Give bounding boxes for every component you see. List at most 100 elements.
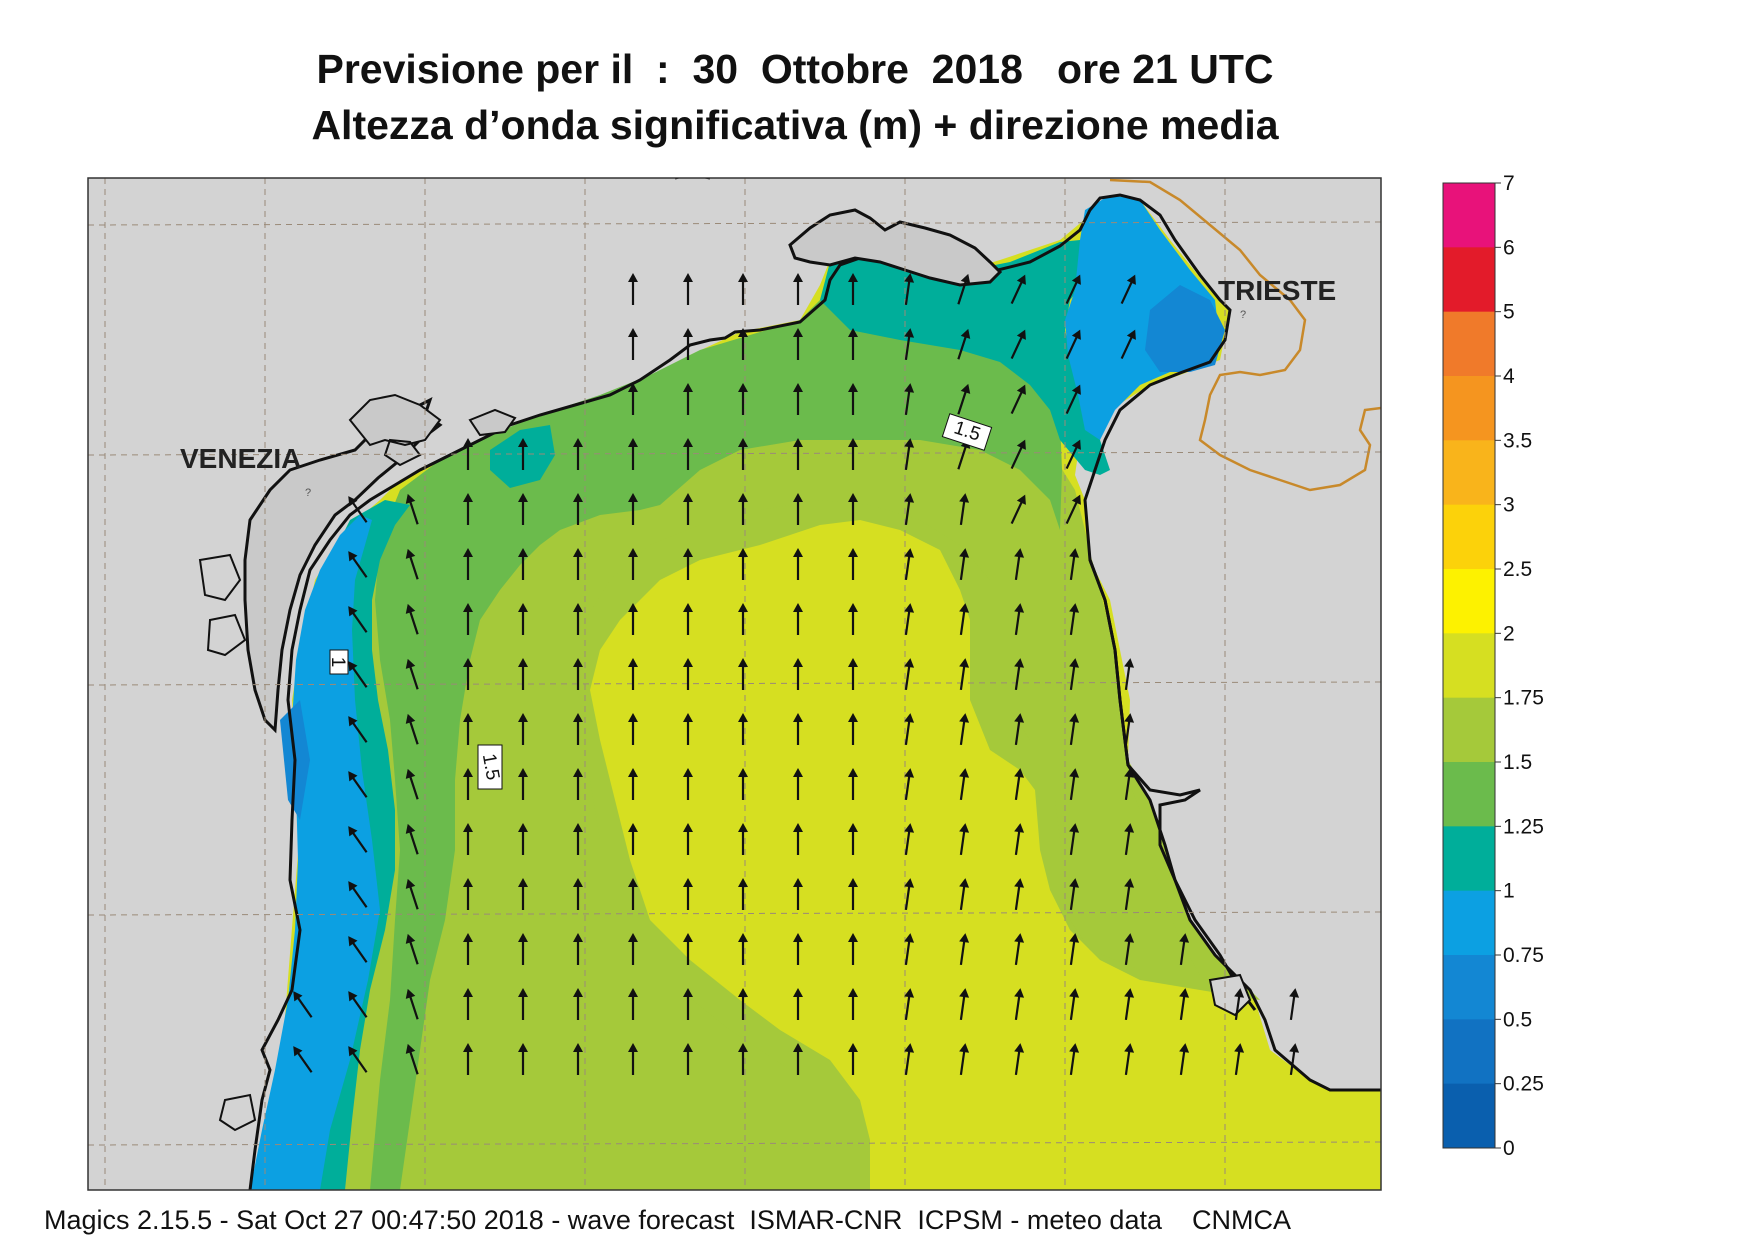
direction-arrow <box>463 713 473 745</box>
direction-arrow <box>959 768 970 801</box>
direction-arrow <box>1124 768 1135 801</box>
direction-arrow <box>1124 878 1135 911</box>
direction-arrow <box>405 823 419 855</box>
direction-arrow <box>738 548 748 580</box>
contour-label-text: 1.5 <box>478 752 503 782</box>
direction-arrow <box>573 878 583 910</box>
direction-arrow <box>463 768 473 800</box>
direction-arrow <box>463 878 473 910</box>
direction-arrow <box>959 823 970 856</box>
direction-arrow <box>348 716 368 743</box>
contour-label-text: 1 <box>327 657 348 668</box>
colorbar-swatch <box>1443 376 1495 441</box>
direction-arrow <box>683 823 693 855</box>
colorbar-swatch <box>1443 1019 1495 1085</box>
direction-arrow <box>405 933 419 965</box>
direction-arrow <box>683 328 693 360</box>
direction-arrow <box>348 771 368 798</box>
direction-arrow <box>348 1046 368 1073</box>
colorbar: 7 6 5 4 3.5 3 2.5 2 1.75 1.5 1.25 1 0.75 0.5 0.25 0 <box>1442 172 1544 1160</box>
direction-arrow <box>518 438 528 470</box>
direction-arrow <box>348 496 368 523</box>
city-label-venezia: VENEZIA <box>180 443 301 474</box>
direction-arrow <box>683 933 693 965</box>
istria-island <box>1208 973 1252 1017</box>
venice-islands <box>348 393 517 467</box>
direction-arrow <box>348 606 368 633</box>
direction-arrow <box>848 823 858 855</box>
direction-arrow <box>518 658 528 690</box>
map-area: 1 1.5 1.5 VENEZIA TRIESTE ? ? <box>88 178 1381 1190</box>
direction-arrow <box>628 823 638 855</box>
direction-arrow <box>463 658 473 690</box>
direction-arrow <box>518 548 528 580</box>
direction-arrow <box>793 933 803 965</box>
direction-arrow <box>573 713 583 745</box>
direction-arrow <box>793 548 803 580</box>
direction-arrow <box>573 493 583 525</box>
istria-coast <box>1088 559 1257 1011</box>
direction-arrow <box>904 273 915 306</box>
direction-arrow <box>848 328 858 360</box>
direction-arrow <box>405 603 419 635</box>
direction-arrow <box>628 383 638 415</box>
direction-arrow <box>904 383 915 416</box>
west-inland-lakes <box>198 553 257 1132</box>
direction-arrow <box>738 823 748 855</box>
direction-arrow <box>1069 768 1080 801</box>
direction-arrow <box>738 328 748 360</box>
colorbar-swatch <box>1443 569 1495 634</box>
direction-arrow <box>1010 329 1026 360</box>
direction-arrow <box>1065 329 1081 360</box>
direction-arrow <box>1069 603 1080 636</box>
direction-arrow <box>1014 1043 1025 1076</box>
colorbar-label: 0.75 <box>1503 944 1544 967</box>
direction-arrow <box>683 438 693 470</box>
direction-arrow <box>463 493 473 525</box>
direction-arrow <box>738 438 748 470</box>
colorbar-swatch <box>1443 247 1495 313</box>
direction-arrow <box>463 603 473 635</box>
direction-arrow <box>348 826 368 853</box>
colorbar-label: 1.75 <box>1503 687 1544 710</box>
colorbar-swatch <box>1443 762 1495 827</box>
direction-arrow <box>957 328 971 360</box>
direction-arrow <box>518 823 528 855</box>
direction-arrow <box>348 881 368 908</box>
direction-arrow <box>959 548 970 581</box>
colorbar-swatch <box>1443 504 1495 570</box>
direction-arrow <box>405 658 419 690</box>
direction-arrow <box>1289 1043 1300 1076</box>
direction-arrow <box>848 383 858 415</box>
direction-arrow <box>518 878 528 910</box>
direction-arrow <box>1014 768 1025 801</box>
direction-arrow <box>848 1043 858 1075</box>
direction-arrow <box>738 383 748 415</box>
direction-arrow <box>683 383 693 415</box>
direction-arrow <box>738 493 748 525</box>
direction-arrow <box>1014 878 1025 911</box>
direction-arrow <box>683 603 693 635</box>
footer-credits: Magics 2.15.5 - Sat Oct 27 00:47:50 2018… <box>44 1205 1291 1235</box>
direction-arrow <box>518 933 528 965</box>
direction-arrow <box>793 1043 803 1075</box>
colorbar-label: 3 <box>1503 494 1515 517</box>
colorbar-swatch <box>1443 890 1495 956</box>
direction-arrow <box>683 988 693 1020</box>
title-line-1: Previsione per il : 30 Ottobre 2018 ore … <box>316 46 1274 92</box>
direction-arrow <box>293 991 313 1018</box>
colorbar-label: 0.5 <box>1503 1008 1532 1031</box>
direction-arrow <box>628 493 638 525</box>
direction-arrow <box>463 933 473 965</box>
direction-arrow <box>573 548 583 580</box>
direction-arrow <box>348 551 368 578</box>
direction-arrow <box>904 328 915 361</box>
colorbar-label: 0.25 <box>1503 1073 1544 1096</box>
direction-arrow <box>405 548 419 580</box>
direction-arrow <box>1234 988 1245 1021</box>
direction-arrow <box>628 933 638 965</box>
direction-arrow <box>573 438 583 470</box>
sea-band-darkblue-ne <box>1145 285 1225 372</box>
direction-arrow <box>348 991 368 1018</box>
